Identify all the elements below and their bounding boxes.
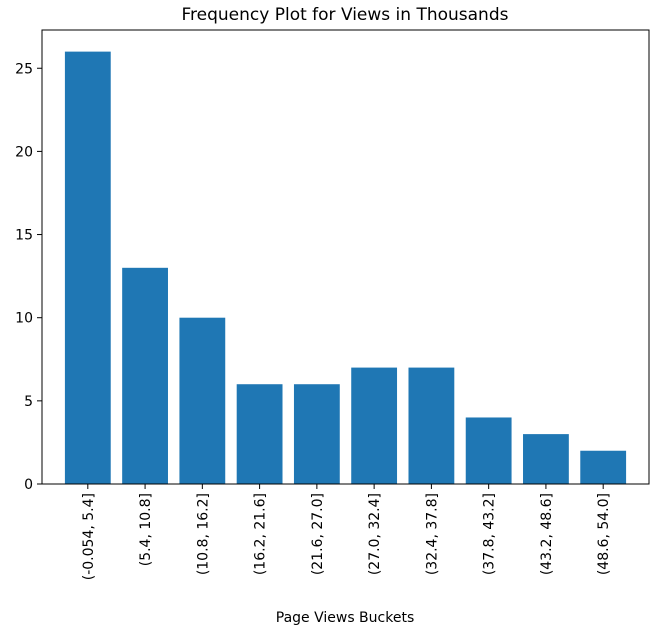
x-axis-label: Page Views Buckets bbox=[276, 610, 415, 626]
x-tick-label: (10.8, 16.2] bbox=[195, 493, 211, 575]
x-tick-label: (32.4, 37.8] bbox=[424, 493, 440, 575]
y-tick-label: 5 bbox=[24, 394, 33, 410]
x-tick-label: (27.0, 32.4] bbox=[367, 493, 383, 575]
x-tick-label: (16.2, 21.6] bbox=[253, 493, 269, 575]
bar-8 bbox=[465, 417, 512, 484]
bar-7 bbox=[408, 367, 455, 484]
x-axis: (-0.054, 5.4] (5.4, 10.8] (10.8, 16.2] (16.… bbox=[81, 484, 612, 580]
x-tick-label: (43.2, 48.6] bbox=[539, 493, 555, 575]
x-tick-label: (48.6, 54.0] bbox=[596, 493, 612, 575]
y-tick-label: 10 bbox=[15, 311, 33, 327]
x-tick-label: (21.6, 27.0] bbox=[310, 493, 326, 575]
y-tick-label: 15 bbox=[15, 228, 33, 244]
plot-frame bbox=[41, 29, 650, 485]
bar-5 bbox=[293, 384, 340, 484]
y-tick-label: 25 bbox=[15, 61, 33, 77]
bar-4 bbox=[236, 384, 283, 484]
bar-2 bbox=[122, 267, 168, 484]
y-axis: 0 5 10 15 20 25 bbox=[15, 61, 42, 493]
y-tick-label: 20 bbox=[15, 144, 33, 160]
x-tick-label: (5.4, 10.8] bbox=[138, 493, 154, 566]
bar-10 bbox=[580, 450, 627, 484]
bar-6 bbox=[351, 367, 398, 484]
bar-9 bbox=[523, 434, 569, 484]
bar-3 bbox=[179, 317, 226, 484]
x-tick-label: (37.8, 43.2] bbox=[482, 493, 498, 575]
bars-group bbox=[64, 51, 627, 485]
bar-1 bbox=[64, 51, 111, 485]
x-tick-label: (-0.054, 5.4] bbox=[81, 493, 97, 580]
y-tick-label: 0 bbox=[24, 477, 33, 493]
chart-title: Frequency Plot for Views in Thousands bbox=[182, 5, 509, 25]
